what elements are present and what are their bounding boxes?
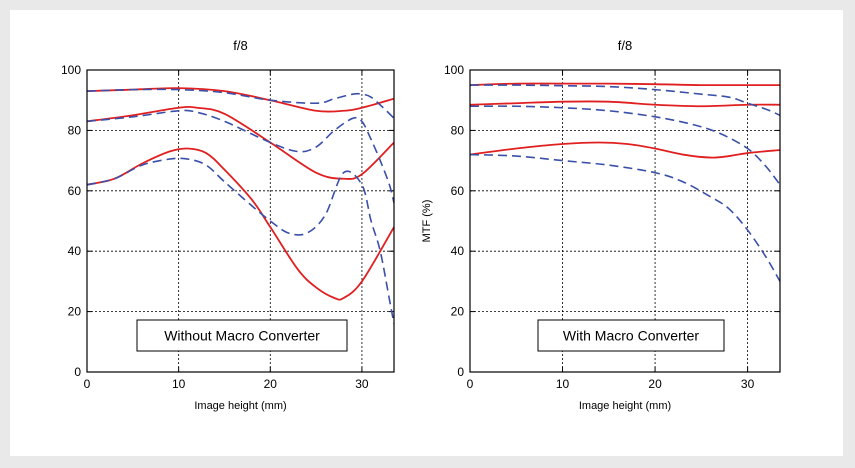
annotation-text: Without Macro Converter — [164, 328, 320, 344]
dashed-series-line-5 — [87, 109, 394, 204]
x-tick-label: 0 — [84, 377, 91, 391]
y-tick-label: 60 — [451, 184, 465, 198]
dashed-series-line-6 — [470, 153, 780, 282]
annotation-box — [136, 319, 348, 352]
solid-series-line-2 — [87, 105, 394, 180]
solid-series-line-1 — [87, 87, 394, 113]
y-tick-label: 40 — [68, 244, 82, 258]
solid-series-line-2 — [470, 100, 780, 108]
y-axis-label: MTF (%) — [421, 200, 433, 243]
y-tick-label: 0 — [457, 365, 464, 379]
dashed-series-line-4 — [87, 88, 394, 119]
x-tick-label: 20 — [648, 377, 662, 391]
x-axis-label: Image height (mm) — [194, 400, 286, 412]
series-group — [87, 87, 394, 324]
solid-series-line-3 — [87, 147, 394, 301]
y-tick-label: 100 — [61, 63, 81, 77]
chart-title: f/8 — [618, 38, 632, 53]
x-tick-label: 30 — [741, 377, 755, 391]
annotation-box — [537, 319, 725, 352]
x-tick-label: 10 — [556, 377, 570, 391]
chart-panel-2: 0 10 20 30 0 20 40 60 80 100 f/8 Image height (mm) M… — [421, 38, 781, 412]
chart-figure: 0 10 20 30 0 20 40 60 80 100 f/8 Image height (mm) W… — [10, 10, 843, 456]
x-tick-label: 0 — [467, 377, 474, 391]
dashed-series-line-6 — [87, 157, 394, 324]
y-tick-label: 20 — [68, 305, 82, 319]
solid-series-line-1 — [470, 82, 780, 87]
dashed-series-line-4 — [470, 84, 780, 117]
dashed-series-line-5 — [470, 105, 780, 186]
chart-panel-1: 0 10 20 30 0 20 40 60 80 100 f/8 Image height (mm) W… — [61, 38, 395, 412]
x-tick-label: 10 — [172, 377, 186, 391]
y-tick-label: 80 — [451, 123, 465, 137]
annotation-text: With Macro Converter — [563, 328, 699, 344]
x-tick-label: 30 — [355, 377, 369, 391]
series-group — [470, 82, 780, 282]
y-tick-label: 0 — [74, 365, 81, 379]
y-tick-label: 80 — [68, 123, 82, 137]
chart-title: f/8 — [233, 38, 247, 53]
x-axis-label: Image height (mm) — [579, 400, 671, 412]
y-tick-label: 20 — [451, 305, 465, 319]
y-tick-label: 100 — [444, 63, 464, 77]
solid-series-line-3 — [470, 141, 780, 159]
x-tick-label: 20 — [264, 377, 278, 391]
y-tick-label: 40 — [451, 244, 465, 258]
plot-frame — [86, 69, 395, 373]
y-tick-label: 60 — [68, 184, 82, 198]
plot-frame — [469, 69, 781, 373]
